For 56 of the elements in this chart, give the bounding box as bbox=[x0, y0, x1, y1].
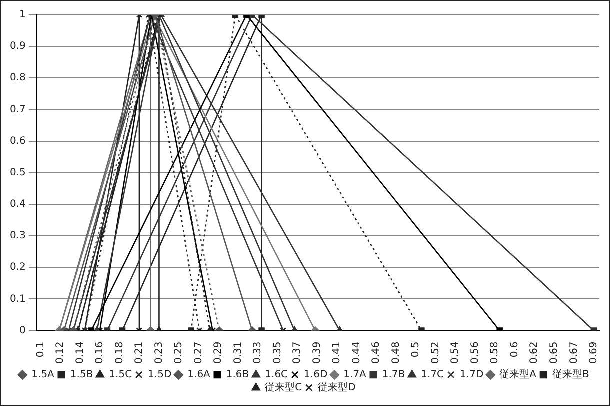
x-tick-label: 0.6 bbox=[509, 342, 520, 358]
y-tick-label: 0.8 bbox=[10, 72, 26, 84]
x-tick-label: 0.29 bbox=[213, 342, 224, 364]
legend-label: 1.5B bbox=[70, 370, 94, 381]
x-tick-label: 0.69 bbox=[588, 342, 600, 364]
x-tick-label: 0.46 bbox=[371, 342, 382, 364]
x-tick-label: 0.67 bbox=[568, 342, 580, 364]
x-tick-label: 0.14 bbox=[74, 342, 86, 364]
legend-label: 従来型A bbox=[500, 368, 537, 381]
x-tick-label: 0.23 bbox=[154, 342, 165, 364]
y-tick-label: 0.5 bbox=[10, 167, 26, 178]
y-tick-label: 0.9 bbox=[10, 41, 26, 52]
x-tick-label: 0.1 bbox=[35, 342, 46, 358]
legend-label: 従来型C bbox=[265, 382, 302, 394]
y-tick-label: 0.7 bbox=[10, 104, 26, 116]
x-tick-label: 0.58 bbox=[490, 342, 501, 364]
legend-label: 1.6D bbox=[304, 370, 328, 381]
x-tick-label: 0.56 bbox=[470, 342, 481, 364]
y-tick-label: 0.4 bbox=[10, 199, 26, 210]
x-tick-label: 0.25 bbox=[174, 342, 185, 364]
y-tick-label: 0 bbox=[20, 325, 26, 336]
x-tick-label: 0.12 bbox=[55, 342, 66, 364]
x-tick-label: 0.65 bbox=[548, 342, 560, 364]
legend-label: 従来型D bbox=[318, 382, 356, 394]
x-tick-label: 0.16 bbox=[94, 342, 106, 364]
x-tick-label: 0.31 bbox=[232, 342, 244, 364]
legend-label: 1.6C bbox=[265, 370, 288, 381]
y-tick-label: 0.3 bbox=[10, 230, 26, 242]
legend-label: 1.6A bbox=[188, 370, 211, 381]
y-tick-label: 0.2 bbox=[10, 262, 26, 274]
legend-label: 1.7D bbox=[460, 370, 484, 381]
x-tick-label: 0.18 bbox=[114, 342, 126, 364]
x-tick-label: 0.37 bbox=[292, 342, 304, 364]
legend-label: 従来型B bbox=[552, 368, 590, 381]
x-tick-label: 0.35 bbox=[272, 342, 284, 364]
x-tick-label: 0.44 bbox=[351, 342, 362, 364]
legend-label: 1.7C bbox=[421, 370, 444, 381]
x-tick-label: 0.48 bbox=[390, 342, 402, 364]
x-tick-label: 0.54 bbox=[450, 342, 462, 364]
y-tick-label: 0.1 bbox=[10, 294, 26, 305]
legend-label: 1.7B bbox=[382, 370, 406, 381]
x-tick-label: 0.39 bbox=[312, 342, 323, 364]
x-tick-label: 0.52 bbox=[430, 342, 442, 364]
legend-label: 1.5D bbox=[148, 370, 172, 381]
x-tick-label: 0.62 bbox=[529, 342, 540, 364]
x-tick-label: 0.33 bbox=[252, 342, 264, 364]
x-tick-label: 0.27 bbox=[193, 342, 204, 364]
x-tick-label: 0.21 bbox=[134, 342, 146, 364]
y-tick-label: 0.6 bbox=[10, 136, 26, 147]
legend-label: 1.7A bbox=[344, 370, 367, 381]
legend-label: 1.5A bbox=[32, 370, 55, 381]
legend-label: 1.5C bbox=[109, 370, 132, 381]
legend-label: 1.6B bbox=[226, 370, 250, 381]
y-tick-label: 1 bbox=[20, 10, 26, 21]
x-tick-label: 0.5 bbox=[410, 342, 422, 358]
x-tick-label: 0.41 bbox=[332, 342, 343, 364]
